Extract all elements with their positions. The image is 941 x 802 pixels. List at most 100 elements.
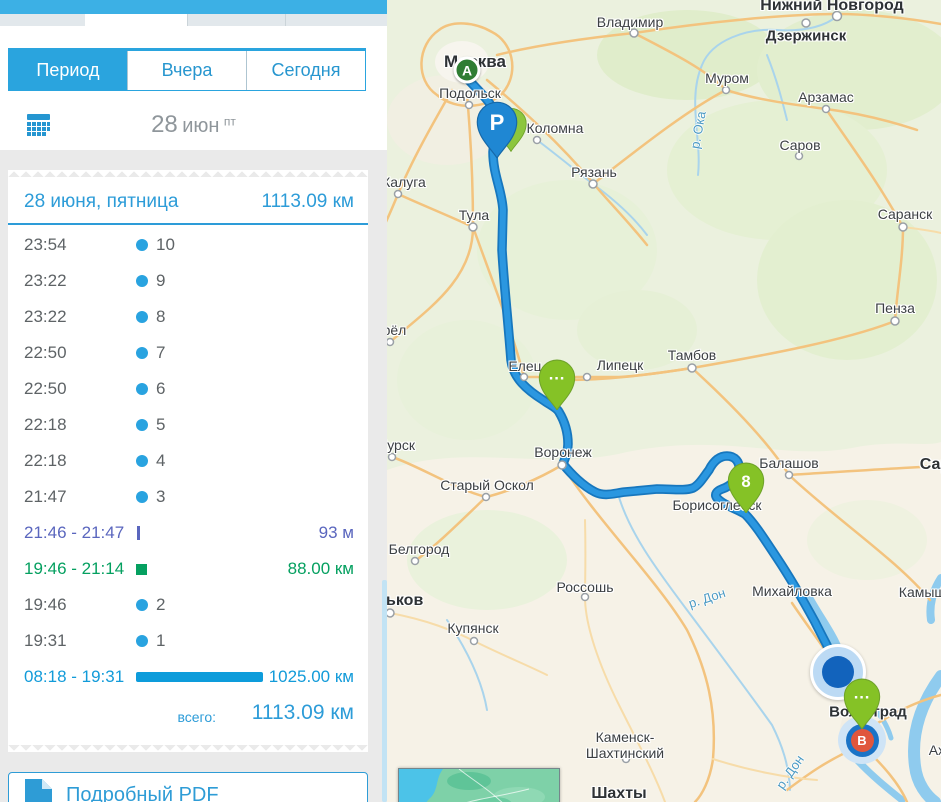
city-label: Саратов [919,456,941,473]
city-label: Камышин [898,584,941,600]
date-row: 28 июн пт [0,99,387,150]
trip-row[interactable]: 08:18 - 19:31 1025.00 км [24,667,354,686]
point-dot [136,455,148,467]
scrollbar-thumb[interactable] [382,580,387,802]
tab-period[interactable]: Период [9,51,128,90]
city-label: Калуга [387,174,426,190]
track-row[interactable]: 21:47 3 [24,487,166,506]
period-tab-group: Период Вчера Сегодня [8,48,366,91]
city-label: Харьков [387,592,424,609]
pin-parking[interactable]: P [474,100,520,158]
pdf-document-icon [25,779,52,802]
track-row[interactable]: 22:50 6 [24,379,166,398]
city-label: Балашов [759,455,819,471]
tab-yesterday[interactable]: Вчера [128,51,247,90]
day-summary-row[interactable]: 28 июня, пятница 1113.09 км [8,177,368,225]
city-label: Орёл [387,322,407,338]
point-dot [136,311,148,323]
stop-square [136,563,147,575]
window-tab-strip[interactable] [0,14,387,26]
city-label: Воронеж [534,444,592,460]
track-row[interactable]: 23:54 10 [24,235,175,254]
point-dot [136,599,148,611]
city-label: Саров [779,137,821,153]
calendar-icon[interactable] [27,113,50,136]
ticket-edge-bottom [8,745,368,752]
city-label: Муром [705,70,749,86]
tab-separator [187,14,188,26]
sidebar-scrollbar[interactable] [382,26,387,802]
point-dot [136,635,148,647]
cluster-core [822,656,854,688]
track-row[interactable]: 19:46 2 [24,595,166,614]
marker-b-ring: B [845,723,879,757]
city-label: Шахты [591,785,647,802]
marker-cluster-circle[interactable] [810,644,866,700]
city-label: Каменск- [595,729,655,745]
point-dot [136,239,148,251]
city-label: Коломна [526,120,584,136]
minimap-graphics [399,769,559,802]
parking-row[interactable]: 21:46 - 21:47 93 м [24,523,354,542]
pin-waypoint-dots[interactable]: ··· [842,677,882,729]
track-row[interactable]: 19:31 1 [24,631,166,650]
tab-today[interactable]: Сегодня [247,51,365,90]
active-tab-segment[interactable] [85,14,187,26]
point-dot [136,275,148,287]
selected-date[interactable]: 28 июн пт [151,111,236,138]
pin-waypoint-dots[interactable]: ··· [537,358,577,410]
svg-text:8: 8 [741,472,750,491]
city-label: Ахтубинск [928,742,941,758]
pin-waypoint-8[interactable]: 8 [726,461,766,513]
city-label: Старый Оскол [440,477,534,493]
track-row[interactable]: 22:18 4 [24,451,166,470]
city-label: Липецк [596,357,644,373]
overview-minimap[interactable] [398,768,560,802]
city-label: Подольск [439,85,501,101]
city-label: Курск [387,437,415,453]
svg-text:P: P [490,110,505,135]
city-label: Пенза [875,300,915,316]
stop-row[interactable]: 19:46 - 21:14 88.00 км [24,559,354,578]
city-label: Белгород [388,541,450,557]
city-label: Михайловка [752,583,832,599]
city-label: Тамбов [667,347,717,363]
top-accent-bar [0,0,387,14]
svg-text:···: ··· [549,369,566,388]
track-row[interactable]: 23:22 8 [24,307,166,326]
track-rows: 23:54 10 23:22 9 23:22 8 22:50 7 22:50 6 22:1… [8,225,368,695]
city-label: Тула [458,207,490,223]
point-dot [136,419,148,431]
day-distance: 1113.09 км [261,191,354,212]
trip-bar [136,672,263,682]
point-dot [136,347,148,359]
sidebar-panel: Период Вчера Сегодня 28 июн пт [0,0,387,802]
svg-text:···: ··· [854,688,871,707]
track-row[interactable]: 22:50 7 [24,343,166,362]
city-label: Арзамас [798,89,854,105]
map-canvas[interactable]: Москва Подольск Коломна Владимир Нижний … [387,0,941,802]
city-label: Дзержинск [765,27,847,45]
day-title: 28 июня, пятница [24,191,179,212]
parking-bar [137,526,140,540]
tab-separator [285,14,286,26]
city-label: Владимир [596,14,664,30]
total-label: всего: [177,709,216,725]
marker-start-a[interactable]: A [453,56,481,84]
city-label: Россошь [556,579,614,595]
city-label: Купянск [447,620,499,636]
detailed-pdf-button[interactable]: Подробный PDF [8,772,368,802]
city-label: Елец [508,358,542,374]
total-row: всего: 1113.09 км [8,695,368,737]
track-row[interactable]: 22:18 5 [24,415,166,434]
city-label: Рязань [571,164,617,180]
trip-ticket: 28 июня, пятница 1113.09 км 23:54 10 23:2… [8,170,368,752]
track-row[interactable]: 23:22 9 [24,271,166,290]
weekday-label: пт [223,114,236,129]
ticket-edge-top [8,170,368,177]
total-value: 1113.09 км [251,701,354,724]
city-label: Саранск [877,206,933,222]
city-label: Нижний Новгород [760,0,904,14]
city-label: Шахтинский [585,745,665,761]
